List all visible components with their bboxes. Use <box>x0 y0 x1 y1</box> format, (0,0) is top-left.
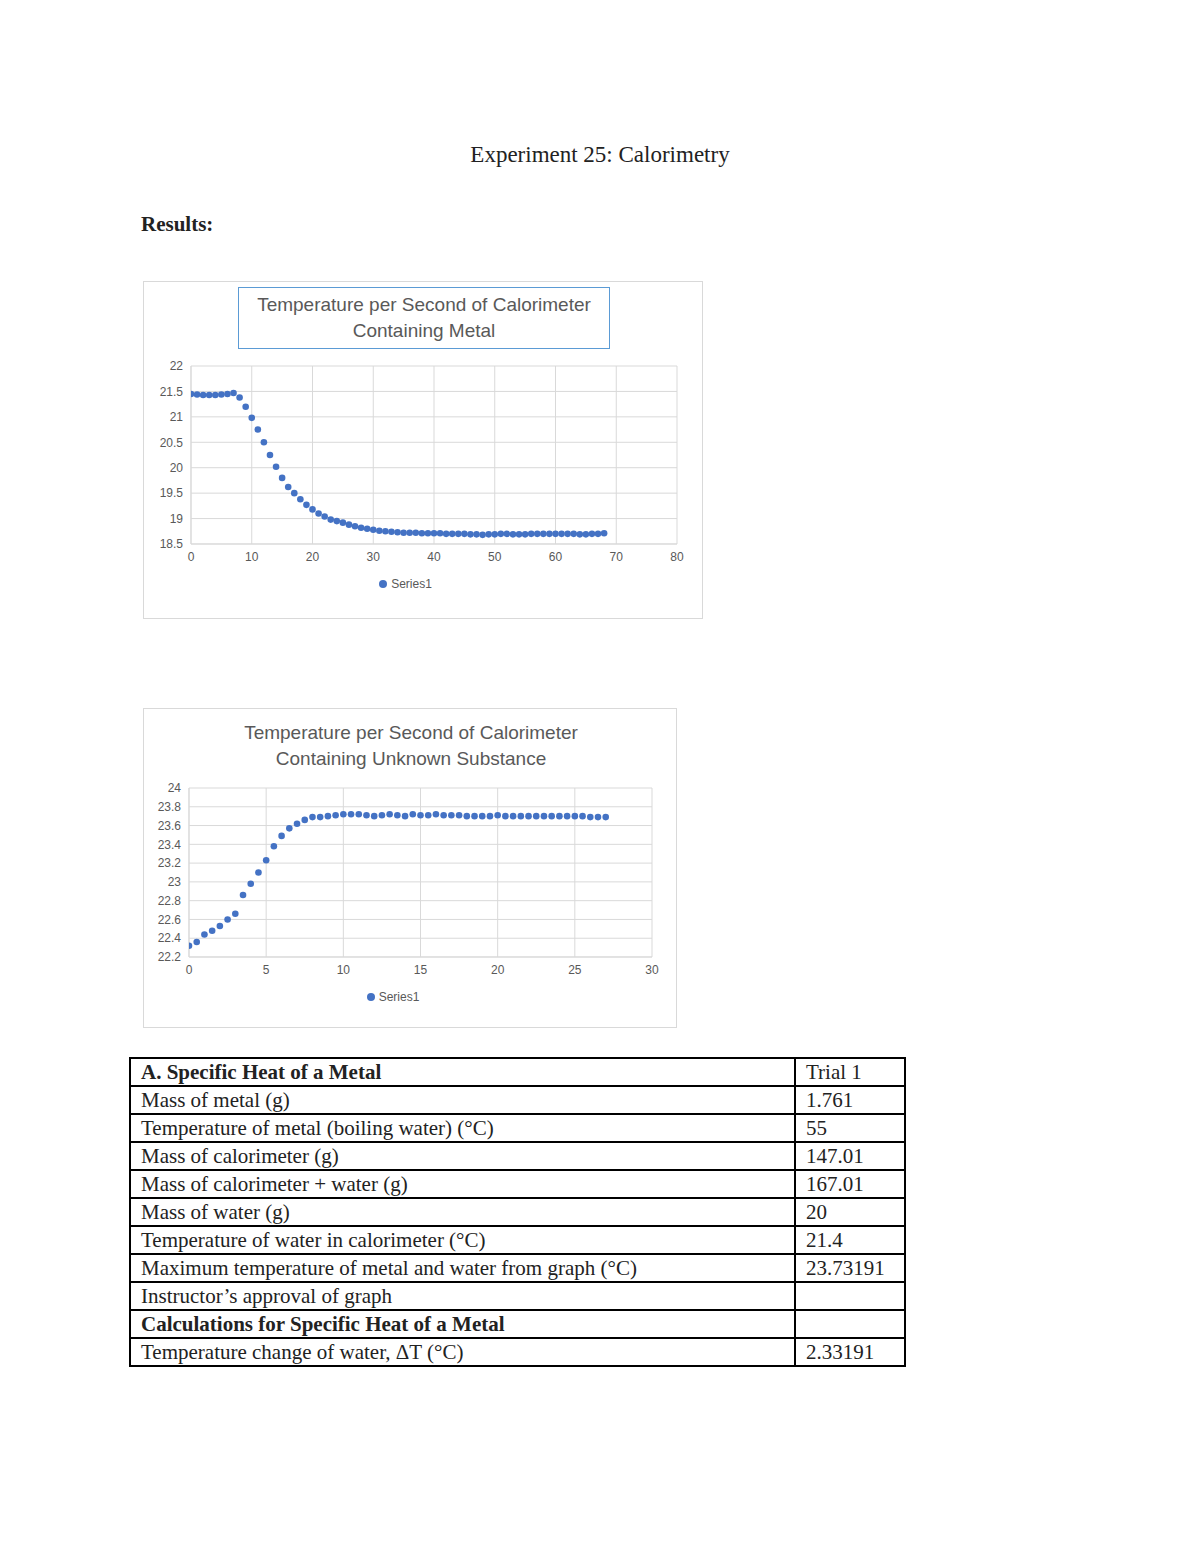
svg-text:0: 0 <box>188 550 195 564</box>
html-text:147.01: 147.01 <box>806 1144 864 1168</box>
svg-text:20: 20 <box>306 550 320 564</box>
html-text:Temperature of water in calori: Temperature of water in calorimeter (°C) <box>141 1228 486 1252</box>
html-text:Temperature per Second of Calo: Temperature per Second of Calorimeter Co… <box>257 294 591 341</box>
svg-text:19: 19 <box>170 512 184 526</box>
html-text:Temperature of metal (boiling: Temperature of metal (boiling water) (°C… <box>141 1116 494 1140</box>
html-text:Mass of calorimeter (g): Mass of calorimeter (g) <box>141 1144 339 1168</box>
html-text:Mass of water (g): Mass of water (g) <box>141 1200 290 1224</box>
svg-text:50: 50 <box>488 550 502 564</box>
svg-text:25: 25 <box>568 963 582 977</box>
svg-text:60: 60 <box>549 550 563 564</box>
svg-text:23.4: 23.4 <box>158 838 182 852</box>
svg-text:20: 20 <box>491 963 505 977</box>
html-text:Trial 1: Trial 1 <box>806 1060 862 1084</box>
svg-text:18.5: 18.5 <box>160 537 184 551</box>
svg-text:22: 22 <box>170 359 184 373</box>
svg-text:30: 30 <box>367 550 381 564</box>
html-text:Results:: Results: <box>141 212 214 236</box>
svg-text:30: 30 <box>645 963 659 977</box>
svg-text:22.2: 22.2 <box>158 950 182 964</box>
html-text:23.73191: 23.73191 <box>806 1256 885 1280</box>
html-text:167.01: 167.01 <box>806 1172 864 1196</box>
html-text:Temperature per Second of Calo: Temperature per Second of Calorimeter Co… <box>244 722 578 769</box>
svg-text:21.5: 21.5 <box>160 385 184 399</box>
svg-text:23: 23 <box>168 875 182 889</box>
html-text:A. Specific Heat of a Metal: A. Specific Heat of a Metal <box>141 1060 382 1084</box>
svg-text:10: 10 <box>245 550 259 564</box>
svg-text:22.6: 22.6 <box>158 913 182 927</box>
svg-text:10: 10 <box>337 963 351 977</box>
svg-text:20: 20 <box>170 461 184 475</box>
html-text:Instructor’s approval of graph: Instructor’s approval of graph <box>141 1284 392 1308</box>
html-text:Series1: Series1 <box>378 990 420 1004</box>
svg-text:24: 24 <box>168 781 182 795</box>
html-text:55: 55 <box>806 1116 827 1140</box>
svg-text:23.2: 23.2 <box>158 856 182 870</box>
html-text:2.33191: 2.33191 <box>806 1340 875 1364</box>
html-text:21.4: 21.4 <box>806 1228 843 1252</box>
html-text:Mass of calorimeter + water (g: Mass of calorimeter + water (g) <box>141 1172 408 1196</box>
svg-text:22.8: 22.8 <box>158 894 182 908</box>
html-text:Maximum temperature of metal a: Maximum temperature of metal and water f… <box>141 1256 637 1280</box>
svg-text:20.5: 20.5 <box>160 436 184 450</box>
svg-text:80: 80 <box>670 550 684 564</box>
svg-text:21: 21 <box>170 410 184 424</box>
svg-text:70: 70 <box>610 550 624 564</box>
svg-text:5: 5 <box>263 963 270 977</box>
svg-text:40: 40 <box>427 550 441 564</box>
html-text:Mass of metal (g): Mass of metal (g) <box>141 1088 290 1112</box>
svg-text:15: 15 <box>414 963 428 977</box>
svg-text:22.4: 22.4 <box>158 931 182 945</box>
html-text:Calculations for Specific Heat: Calculations for Specific Heat of a Meta… <box>141 1312 505 1336</box>
html-text:Series1: Series1 <box>391 577 432 591</box>
html-text:Temperature change of water, Δ: Temperature change of water, ΔT (°C) <box>141 1340 464 1364</box>
svg-text:0: 0 <box>186 963 193 977</box>
svg-text:23.8: 23.8 <box>158 800 182 814</box>
svg-text:23.6: 23.6 <box>158 819 182 833</box>
svg-text:19.5: 19.5 <box>160 486 184 500</box>
html-text:Experiment 25: Calorimetry: Experiment 25: Calorimetry <box>470 142 730 167</box>
html-text:1.761: 1.761 <box>806 1088 854 1112</box>
html-text:20: 20 <box>806 1200 827 1224</box>
